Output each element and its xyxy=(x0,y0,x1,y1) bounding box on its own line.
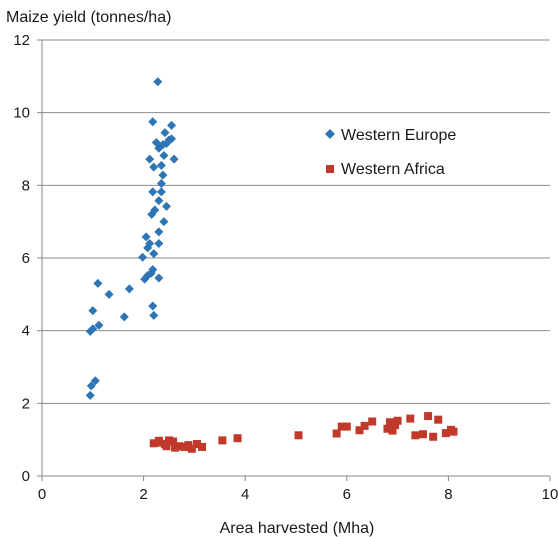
point-western-africa xyxy=(342,422,351,431)
point-western-africa xyxy=(383,424,392,433)
point-western-europe xyxy=(90,376,100,386)
point-western-europe xyxy=(93,278,103,288)
legend-marker-western-europe xyxy=(325,129,335,139)
point-western-europe xyxy=(148,187,158,197)
data-points xyxy=(85,77,458,453)
y-tick-label: 12 xyxy=(13,32,30,49)
point-western-europe xyxy=(161,201,171,211)
point-western-africa xyxy=(294,431,303,440)
point-western-europe xyxy=(149,310,159,320)
y-tick-label: 4 xyxy=(22,323,30,340)
point-western-europe xyxy=(151,137,161,147)
point-western-africa xyxy=(192,440,201,449)
point-western-africa xyxy=(165,436,173,445)
point-western-africa xyxy=(332,429,341,438)
point-western-europe xyxy=(169,154,179,164)
point-western-africa xyxy=(368,417,377,426)
point-western-europe xyxy=(154,273,164,283)
legend-marker-western-africa xyxy=(326,165,334,173)
point-western-europe xyxy=(156,160,166,170)
point-western-europe xyxy=(160,128,170,138)
point-western-europe xyxy=(148,265,158,275)
legend-label-western-europe: Western Europe xyxy=(341,127,456,144)
point-western-europe xyxy=(141,232,151,242)
point-western-africa xyxy=(233,434,242,443)
point-western-africa xyxy=(355,426,364,435)
point-western-europe xyxy=(153,77,163,87)
y-tick-label: 8 xyxy=(22,177,30,194)
x-tick-label: 10 xyxy=(542,486,558,503)
point-western-europe xyxy=(154,196,164,206)
x-tick-label: 0 xyxy=(38,486,46,503)
point-western-europe xyxy=(156,187,166,197)
x-tick-label: 2 xyxy=(139,486,147,503)
point-western-europe xyxy=(145,238,155,248)
point-western-europe xyxy=(104,289,114,299)
point-western-europe xyxy=(145,154,155,164)
point-western-europe xyxy=(154,238,164,248)
legend-label-western-africa: Western Africa xyxy=(341,161,445,178)
point-western-europe xyxy=(154,227,164,237)
point-western-africa xyxy=(175,442,184,451)
point-western-europe xyxy=(85,390,95,400)
point-western-europe xyxy=(167,120,177,130)
y-tick-label: 0 xyxy=(22,468,30,485)
point-western-africa xyxy=(180,442,189,451)
point-western-europe xyxy=(88,324,98,334)
point-western-africa xyxy=(218,436,227,445)
point-western-europe xyxy=(149,249,159,259)
point-western-europe xyxy=(94,320,104,330)
point-western-africa xyxy=(429,432,438,441)
legend-item-western-africa: Western Africa xyxy=(326,161,445,178)
x-tick-label: 6 xyxy=(343,486,351,503)
gridlines xyxy=(42,39,550,404)
legend-item-western-europe: Western Europe xyxy=(325,127,456,144)
point-western-europe xyxy=(86,381,96,391)
point-western-europe xyxy=(124,284,134,294)
x-axis-title: Area harvested (Mha) xyxy=(220,520,375,537)
point-western-africa xyxy=(162,442,171,451)
legend: Western Europe Western Africa xyxy=(325,127,456,178)
y-tick-labels: 0 2 4 6 8 10 12 xyxy=(13,32,42,485)
x-tick-label: 8 xyxy=(444,486,452,503)
point-western-europe xyxy=(167,134,177,144)
point-western-africa xyxy=(434,415,443,424)
point-western-europe xyxy=(159,151,169,161)
y-tick-label: 6 xyxy=(22,250,30,267)
x-tick-labels: 0 2 4 6 8 10 xyxy=(38,476,558,503)
point-western-europe xyxy=(88,306,98,316)
point-western-europe xyxy=(149,162,159,172)
x-tick-label: 4 xyxy=(241,486,249,503)
point-western-europe xyxy=(148,301,158,311)
point-western-africa xyxy=(388,426,397,435)
point-western-europe xyxy=(158,170,168,180)
point-western-europe xyxy=(148,117,158,127)
point-western-europe xyxy=(159,217,169,227)
point-western-africa xyxy=(154,436,163,445)
point-western-africa xyxy=(391,421,400,430)
point-western-africa xyxy=(171,443,180,452)
point-western-africa xyxy=(337,422,346,431)
point-western-africa xyxy=(198,442,207,451)
point-western-africa xyxy=(419,430,427,439)
y-tick-label: 10 xyxy=(13,105,30,122)
point-western-africa xyxy=(424,412,433,421)
point-western-africa xyxy=(449,427,458,436)
point-western-europe xyxy=(119,312,129,322)
point-western-africa xyxy=(393,416,402,425)
point-western-europe xyxy=(138,252,148,262)
point-western-africa xyxy=(169,437,178,446)
point-western-africa xyxy=(187,444,196,453)
point-western-europe xyxy=(150,205,160,215)
point-western-europe xyxy=(156,179,166,189)
point-western-africa xyxy=(149,439,158,448)
y-tick-label: 2 xyxy=(22,395,30,412)
point-western-africa xyxy=(441,429,450,438)
point-western-africa xyxy=(385,418,394,427)
y-axis-title: Maize yield (tonnes/ha) xyxy=(6,9,171,26)
point-western-africa xyxy=(360,421,369,430)
point-western-africa xyxy=(406,414,415,423)
point-western-africa xyxy=(411,431,420,440)
